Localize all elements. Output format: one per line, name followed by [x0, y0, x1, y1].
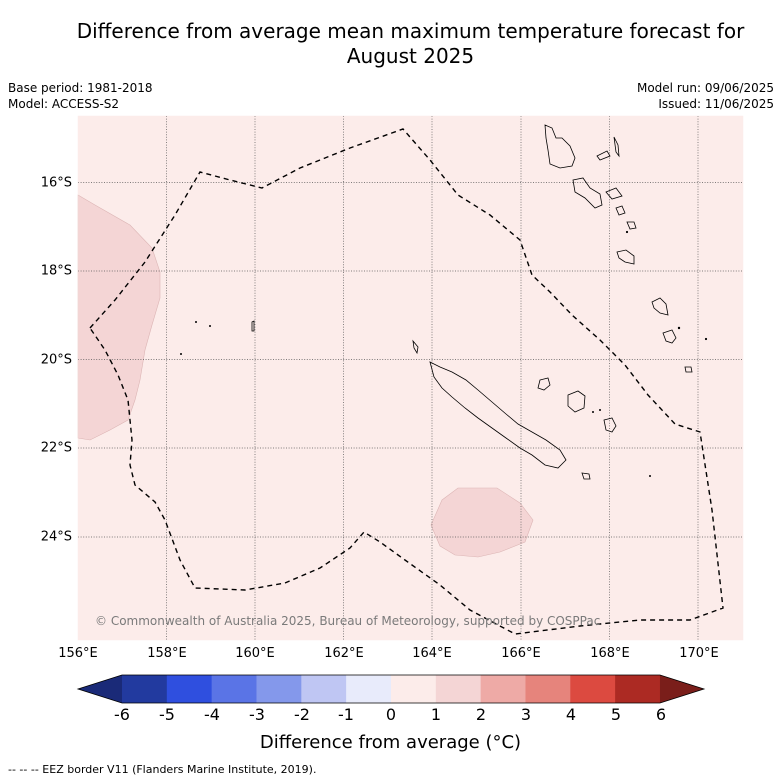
- map-plot-area: [78, 116, 743, 640]
- x-tick-158e: 158°E: [147, 646, 187, 661]
- colorbar-tick: -2: [294, 705, 310, 724]
- colorbar-tick: -6: [114, 705, 130, 724]
- colorbar-segment: [346, 675, 392, 703]
- ambrym-island: [605, 187, 623, 200]
- aniwa-island: [704, 337, 708, 341]
- colorbar-segment: [256, 675, 302, 703]
- tanna-island: [662, 329, 677, 344]
- warm-anomaly-west: [77, 194, 161, 441]
- warm-anomaly-south: [430, 487, 534, 558]
- right-metadata: Model run: 09/06/2025 Issued: 11/06/2025: [637, 80, 774, 112]
- colorbar-segment: [166, 675, 213, 703]
- eez-legend-note: -- -- -- EEZ border V11 (Flanders Marine…: [8, 763, 317, 776]
- tongoa-island: [625, 230, 629, 234]
- ambae-island: [596, 150, 611, 161]
- colorbar-tick: 4: [565, 705, 577, 724]
- colorbar-segment: [122, 675, 168, 703]
- x-tick-160e: 160°E: [235, 646, 275, 661]
- model-run: Model run: 09/06/2025: [636, 81, 774, 95]
- colorbar-segment: [301, 675, 347, 703]
- base-period: Base period: 1981-2018: [8, 81, 153, 95]
- colorbar-label: Difference from average (°C): [259, 732, 522, 753]
- colorbar-segment: [525, 675, 571, 703]
- colorbar-outline: [76, 674, 706, 704]
- x-tick-170e: 170°E: [679, 646, 719, 661]
- issued-date: Issued: 11/06/2025: [658, 97, 774, 111]
- colorbar-segment: [480, 675, 526, 703]
- colorbar-tick: -1: [338, 705, 354, 724]
- colorbar-tick: -4: [204, 705, 220, 724]
- left-metadata: Base period: 1981-2018 Model: ACCESS-S2: [8, 80, 153, 112]
- map-title-line2: August 2025: [346, 44, 475, 68]
- colorbar-tick: 1: [430, 705, 442, 724]
- x-tick-156e: 156°E: [58, 646, 98, 661]
- y-tick-20s: 20°S: [40, 352, 72, 368]
- colorbar-segment: [570, 675, 616, 703]
- model-name: Model: ACCESS-S2: [8, 97, 120, 111]
- colorbar-tick: 0: [385, 705, 397, 724]
- x-tick-164e: 164°E: [412, 646, 452, 661]
- colorbar: [76, 674, 706, 704]
- epi-island: [615, 205, 626, 216]
- graticule: [78, 116, 743, 640]
- shepherd-islands: [626, 221, 637, 230]
- kenn-reef-islet: [180, 353, 182, 355]
- aneityum-island: [684, 366, 693, 373]
- loyalty-islet: [599, 409, 601, 411]
- colorbar-segment: [211, 675, 257, 703]
- mare-island: [603, 417, 617, 433]
- espiritu-santo-island: [544, 124, 576, 169]
- y-tick-24s: 24°S: [40, 529, 72, 545]
- x-tick-162e: 162°E: [324, 646, 364, 661]
- colorbar-tick: -5: [159, 705, 175, 724]
- copyright-notice: © Commonwealth of Australia 2025, Bureau…: [95, 614, 601, 628]
- malakula-island: [572, 177, 603, 209]
- colorbar-tick: 3: [520, 705, 532, 724]
- maewo-island: [613, 136, 620, 158]
- map-frame: [77, 115, 744, 641]
- colorbar-tick: -3: [249, 705, 265, 724]
- erromango-island: [651, 297, 669, 316]
- efate-island: [616, 249, 635, 265]
- colorbar-segment: [615, 675, 661, 703]
- new-caledonia-island: [429, 361, 567, 469]
- colorbar-over-arrow: [659, 675, 704, 703]
- colorbar-tick: 5: [610, 705, 622, 724]
- futuna-island: [677, 326, 681, 330]
- x-tick-166e: 166°E: [501, 646, 541, 661]
- colorbar-segment: [435, 675, 482, 703]
- walpole-island: [649, 475, 651, 477]
- y-tick-22s: 22°S: [40, 440, 72, 456]
- map-title-line1: Difference from average mean maximum tem…: [76, 19, 745, 43]
- colorbar-segment: [390, 675, 437, 703]
- bellona-reef-islet-2: [209, 325, 211, 327]
- tiga-island: [592, 411, 594, 413]
- bellona-reef-islet: [195, 321, 197, 323]
- colorbar-tick: 6: [655, 705, 667, 724]
- chesterfield-islet: [251, 320, 255, 332]
- map-title: Difference from average mean maximum tem…: [40, 19, 781, 69]
- isle-of-pines: [581, 472, 591, 480]
- y-tick-16s: 16°S: [40, 175, 72, 191]
- colorbar-tick: 2: [475, 705, 487, 724]
- y-tick-18s: 18°S: [40, 263, 72, 279]
- lifou-island: [567, 390, 586, 413]
- x-tick-168e: 168°E: [590, 646, 630, 661]
- ouvea-island: [537, 377, 551, 391]
- belep-islands: [412, 339, 419, 355]
- colorbar-under-arrow: [78, 675, 122, 703]
- eez-border: [89, 128, 724, 635]
